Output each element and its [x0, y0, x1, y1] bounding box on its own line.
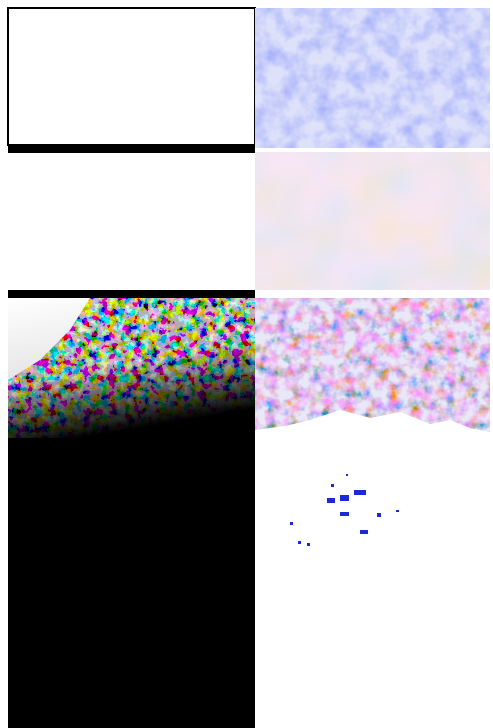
blue-noise	[255, 8, 490, 148]
blue-dots	[290, 474, 399, 546]
dot	[340, 512, 349, 516]
dot	[396, 510, 399, 512]
dot	[354, 490, 366, 495]
dot	[307, 543, 310, 546]
panel-white-2	[8, 153, 255, 290]
dot	[360, 530, 368, 534]
mixed-noise	[255, 298, 490, 432]
pale-noise	[255, 152, 490, 290]
panel-white-1	[7, 7, 256, 146]
noise-overlay	[8, 298, 255, 438]
bright-region	[8, 298, 90, 380]
separator	[8, 145, 255, 153]
dot	[377, 513, 381, 517]
dot	[340, 495, 349, 501]
dot	[327, 498, 335, 503]
dot	[331, 484, 334, 487]
dot	[346, 474, 348, 476]
separator	[8, 290, 255, 298]
mixed-panel	[255, 298, 490, 432]
dot	[290, 522, 293, 525]
dot	[298, 541, 301, 544]
